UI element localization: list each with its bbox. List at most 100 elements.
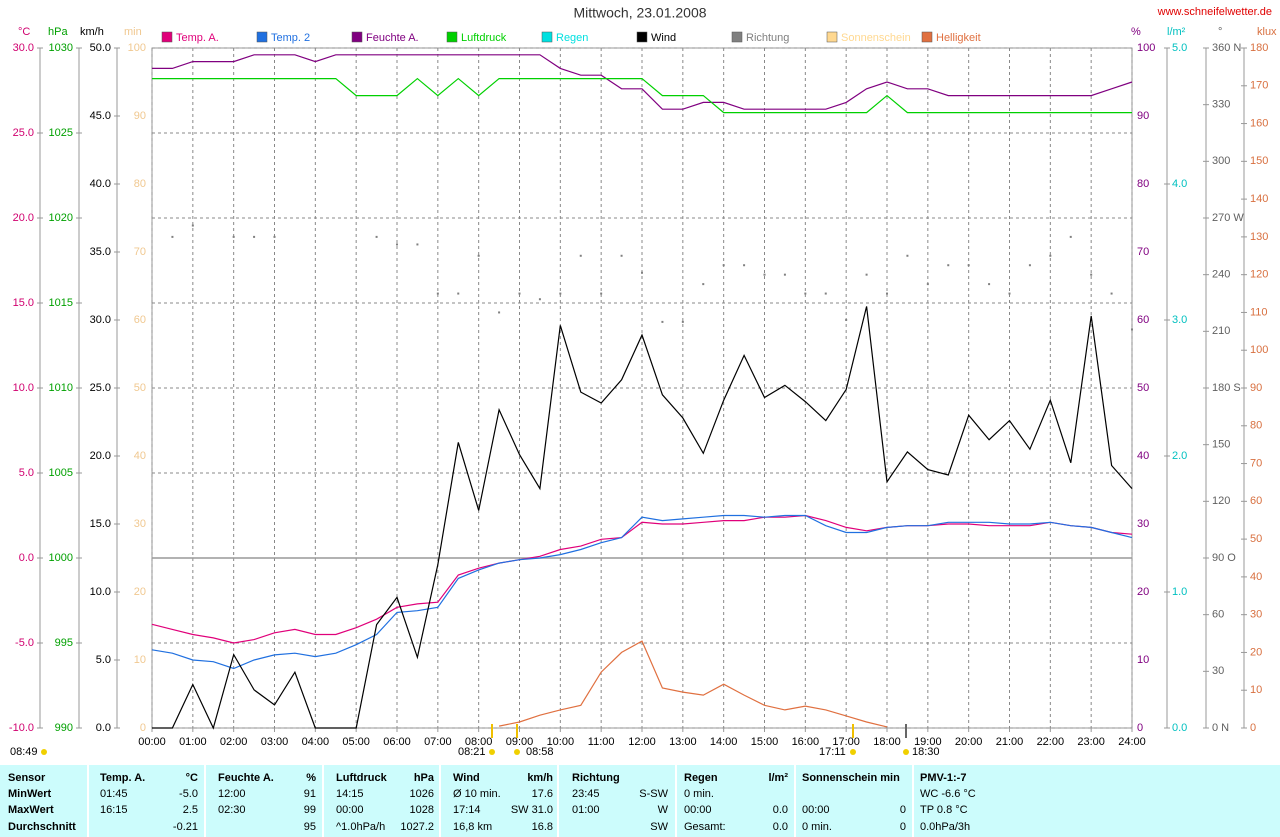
legend-swatch (826, 31, 838, 43)
y-tick-label: 80 (1137, 178, 1149, 190)
direction-dot (641, 271, 643, 274)
y-tick-label: 990 (55, 722, 73, 734)
y-tick-label: 180 (1250, 42, 1268, 54)
chart-title: Mittwoch, 23.01.2008 (573, 5, 706, 21)
table-cell: 01:00 (572, 804, 600, 816)
y-tick-label: 20.0 (13, 212, 34, 224)
x-tick-label: 18:00 (873, 736, 901, 748)
y-tick-label: 20 (1250, 646, 1262, 658)
y-tick-label: 1000 (49, 552, 73, 564)
x-tick-label: 15:00 (751, 736, 779, 748)
y-tick-label: 0 (140, 722, 146, 734)
table-cell: WC -6.6 °C (920, 788, 976, 800)
y-tick-label: 50.0 (90, 42, 111, 54)
y-tick-label: 150 (1250, 155, 1268, 167)
y-tick-label: 1005 (49, 467, 73, 479)
direction-dot (436, 292, 439, 295)
direction-dot (1069, 235, 1072, 238)
table-cell: 12:00 (218, 788, 246, 800)
direction-dot (763, 273, 766, 276)
sun-time: 08:21 (458, 746, 486, 758)
series-line (152, 54, 1133, 110)
y-tick-label: 1025 (49, 127, 73, 139)
y-tick-label: 70 (134, 246, 146, 258)
direction-dot (600, 292, 603, 295)
direction-dot (232, 235, 235, 238)
y-tick-label: 4.0 (1172, 178, 1187, 190)
legend-swatch (731, 31, 743, 43)
direction-dot (518, 292, 521, 295)
table-cell: 00:00 (336, 804, 364, 816)
y-tick-label: 5.0 (19, 467, 34, 479)
y-tick-label: -10.0 (9, 722, 34, 734)
sun-icon (489, 749, 495, 755)
y-tick-label: 180 S (1212, 382, 1241, 394)
y-tick-label: 1015 (49, 297, 73, 309)
direction-dot (743, 264, 746, 267)
y-tick-label: 170 (1250, 80, 1268, 92)
y-tick-label: 50 (1250, 533, 1262, 545)
y-tick-label: 0 (1137, 722, 1143, 734)
table-cell: 16.8 (532, 821, 553, 833)
table-cell: 1027.2 (400, 821, 434, 833)
axis-unit: ° (1218, 26, 1222, 38)
y-tick-label: 80 (1250, 420, 1262, 432)
table-cell: SW 31.0 (511, 804, 553, 816)
x-tick-label: 19:00 (914, 736, 942, 748)
y-tick-label: 90 (134, 110, 146, 122)
y-tick-label: 0 (1250, 722, 1256, 734)
table-cell: 17.6 (532, 788, 553, 800)
y-tick-label: 0.0 (1172, 722, 1187, 734)
series-line (152, 77, 1132, 114)
table-cell: TP 0.8 °C (920, 804, 968, 816)
y-tick-label: 90 O (1212, 552, 1236, 564)
y-tick-label: 30.0 (90, 314, 111, 326)
direction-dot (477, 254, 480, 257)
direction-dot (620, 254, 623, 257)
legend-label: Richtung (746, 32, 789, 44)
table-cell: W (658, 804, 669, 816)
y-tick-label: 35.0 (90, 246, 111, 258)
y-tick-label: 70 (1250, 457, 1262, 469)
table-cell: 1026 (410, 788, 434, 800)
x-tick-label: 14:00 (710, 736, 738, 748)
legend-label: Regen (556, 32, 588, 44)
y-tick-label: 995 (55, 637, 73, 649)
y-tick-label: 360 N (1212, 42, 1241, 54)
y-tick-label: 70 (1137, 246, 1149, 258)
legend-swatch (161, 31, 173, 43)
y-tick-label: 300 (1212, 155, 1230, 167)
direction-dot (253, 235, 256, 238)
x-tick-label: 02:00 (220, 736, 248, 748)
direction-dot (375, 235, 378, 238)
legend-swatch (921, 31, 933, 43)
y-tick-label: 270 W (1212, 212, 1244, 224)
table-header: Richtung (572, 772, 620, 784)
series-line (498, 640, 888, 728)
axis-unit: l/m² (1167, 26, 1186, 38)
y-tick-label: 100 (128, 42, 146, 54)
table-header: Sonnenschein min (802, 772, 900, 784)
table-cell: 95 (304, 821, 316, 833)
direction-dot (722, 264, 725, 267)
y-tick-label: 30 (134, 518, 146, 530)
direction-dot (1090, 273, 1093, 276)
table-cell: Durchschnitt (8, 821, 76, 833)
direction-dot (1110, 292, 1113, 295)
y-tick-label: 100 (1137, 42, 1155, 54)
direction-dot (824, 292, 827, 295)
x-tick-label: 04:00 (302, 736, 330, 748)
axis-unit: hPa (48, 26, 68, 38)
x-tick-label: 13:00 (669, 736, 697, 748)
series-line (152, 306, 1133, 730)
legend-label: Wind (651, 32, 676, 44)
stats-background (0, 765, 1280, 837)
legend-label: Temp. A. (176, 32, 219, 44)
x-tick-label: 08:00 (465, 736, 493, 748)
series-line (151, 514, 1133, 670)
y-tick-label: 0.0 (19, 552, 34, 564)
direction-dot (967, 264, 970, 267)
x-tick-label: 20:00 (955, 736, 983, 748)
y-tick-label: 5.0 (96, 654, 111, 666)
axis-unit: min (124, 26, 142, 38)
